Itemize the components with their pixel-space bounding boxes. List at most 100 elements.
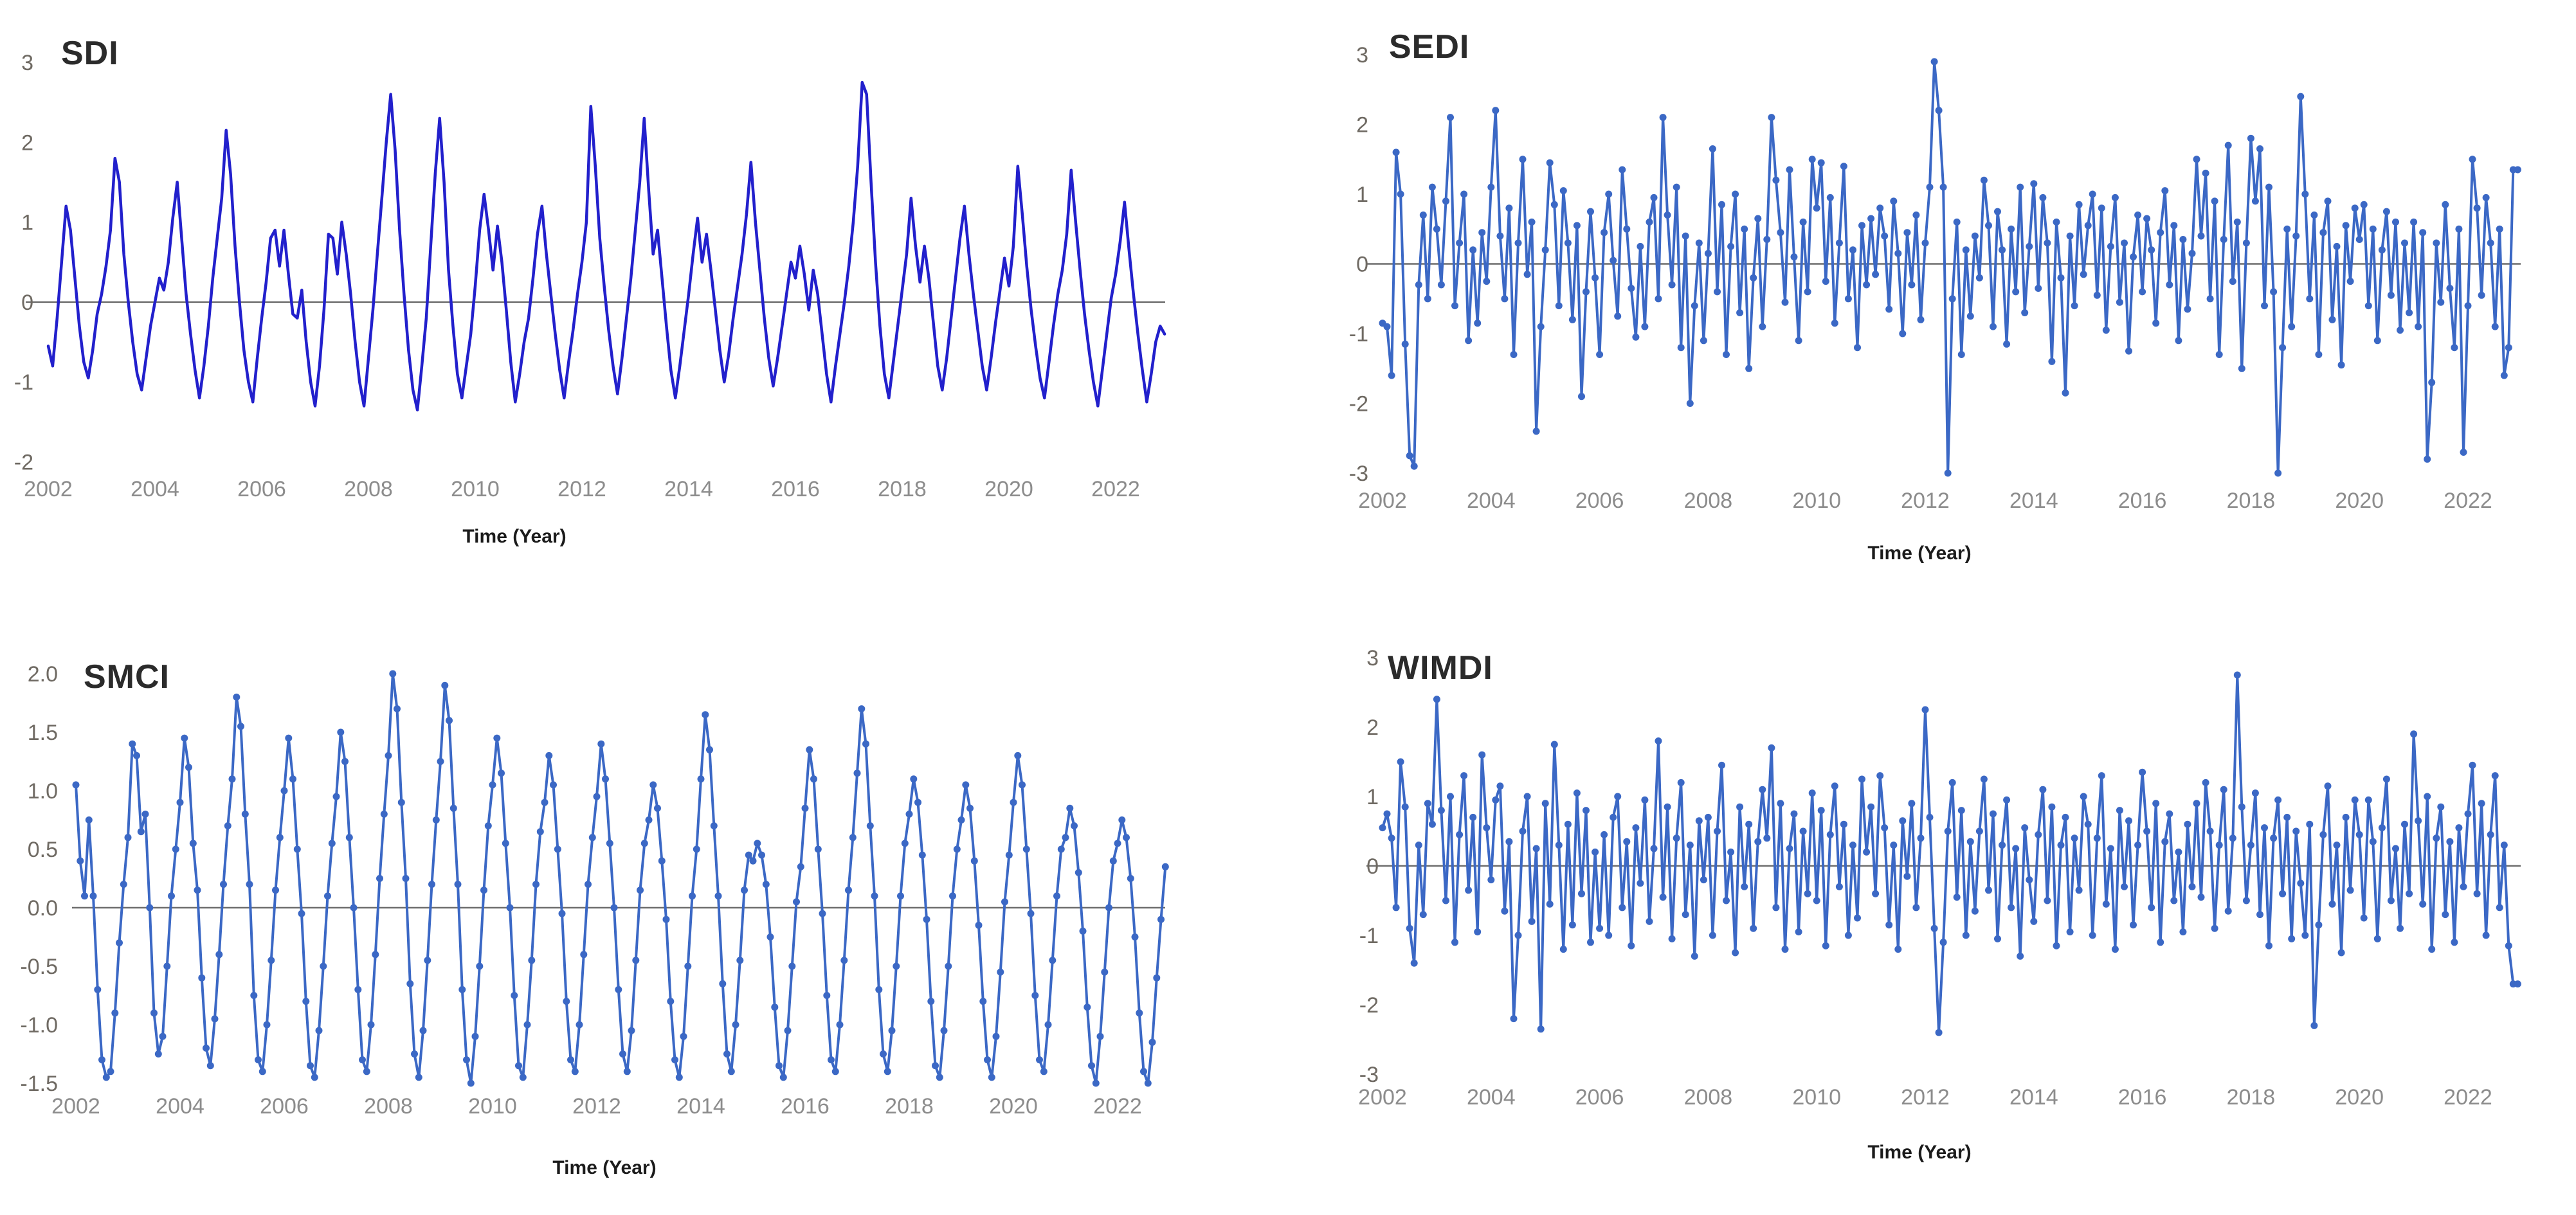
sedi-marker [2008, 225, 2015, 233]
sedi-marker [2455, 225, 2463, 233]
sedi-marker [2211, 197, 2218, 205]
sedi-marker [1682, 232, 1689, 240]
wimdi-marker [1605, 932, 1613, 939]
sedi-marker [2351, 204, 2359, 212]
smci-marker [432, 816, 440, 824]
sedi-xtick: 2004 [1467, 489, 1516, 513]
sdi-xtick: 2002 [24, 477, 73, 501]
smci-marker [1088, 1062, 1095, 1070]
wimdi-marker [2143, 827, 2151, 835]
sedi-marker [2157, 229, 2164, 237]
wimdi-marker [1908, 800, 1916, 807]
wimdi-marker [1759, 786, 1766, 793]
sedi-marker [1632, 333, 1640, 341]
smci-marker [502, 840, 509, 847]
sedi-marker [2251, 197, 2259, 205]
sdi-ytick: 0 [21, 291, 33, 315]
smci-marker [532, 881, 540, 888]
smci-marker [302, 998, 310, 1005]
sedi-xtick: 2008 [1684, 489, 1733, 513]
wimdi-marker [1532, 845, 1540, 852]
wimdi-marker [1397, 758, 1404, 766]
wimdi-marker [1863, 848, 1871, 856]
sedi-marker [2170, 222, 2178, 230]
sedi-marker [2505, 344, 2512, 352]
sedi-marker [1894, 249, 1902, 257]
wimdi-marker [2292, 827, 2300, 835]
sedi-marker [1903, 229, 1911, 237]
smci-marker [640, 840, 648, 847]
smci-marker [1131, 933, 1139, 941]
smci-marker [606, 840, 613, 847]
wimdi-marker [1804, 890, 1811, 897]
wimdi-ytick: 0 [1366, 854, 1379, 879]
wimdi-marker [2170, 897, 2178, 905]
sedi-marker [2401, 239, 2408, 247]
smci-marker [901, 840, 909, 847]
smci-marker [116, 939, 123, 947]
smci-marker [723, 1050, 730, 1058]
sedi-marker [2224, 141, 2232, 149]
smci-marker [1031, 992, 1039, 999]
wimdi-marker [1578, 890, 1585, 897]
wimdi-marker [2193, 800, 2200, 807]
sdi-xtick: 2020 [984, 477, 1033, 501]
sedi-marker [1641, 323, 1649, 330]
wimdi-marker [1826, 831, 1834, 838]
sedi-marker [2121, 239, 2128, 247]
smci-marker [853, 770, 861, 777]
smci-marker [1157, 915, 1165, 923]
smci-marker [602, 775, 609, 783]
sedi-marker [2306, 295, 2314, 303]
wimdi-marker [1442, 897, 1449, 905]
chart-sedi: SEDI 3 2 1 0 -1 -2 -3 2002 2004 2006 2008 2010 2012 2… [1318, 0, 2576, 611]
smci-marker [85, 816, 93, 824]
sdi-xtick: 2010 [451, 477, 500, 501]
smci-marker [263, 1021, 271, 1029]
wimdi-marker [1872, 890, 1880, 897]
wimdi-marker [1510, 1015, 1518, 1023]
smci-marker [550, 781, 557, 789]
sedi-marker [1840, 163, 1847, 170]
sedi-marker [1619, 166, 1626, 174]
sedi-marker [1921, 239, 1929, 247]
smci-marker [866, 822, 874, 830]
wimdi-marker [1700, 876, 1707, 884]
sedi-series-markers [1379, 58, 2521, 477]
wimdi-marker [2382, 775, 2390, 783]
smci-marker [259, 1068, 266, 1076]
wimdi-marker [2442, 911, 2449, 919]
sedi-marker [1523, 271, 1531, 278]
smci-marker [541, 798, 549, 806]
smci-marker [146, 904, 154, 912]
wimdi-marker [2415, 817, 2422, 825]
sedi-marker [1872, 271, 1880, 278]
wimdi-marker [1546, 900, 1554, 908]
wimdi-marker [1939, 939, 1947, 946]
wimdi-marker [1528, 917, 1536, 925]
sedi-marker [1456, 239, 1464, 247]
sedi-marker [2247, 134, 2254, 142]
sedi-marker [1474, 320, 1482, 327]
wimdi-marker [1881, 824, 1889, 832]
wimdi-marker [1437, 807, 1445, 815]
smci-marker [129, 740, 136, 748]
sedi-marker [1980, 176, 1988, 184]
wimdi-marker [1496, 782, 1504, 790]
smci-marker [332, 793, 340, 800]
wimdi-marker [2197, 894, 2205, 901]
smci-marker [1019, 781, 1026, 789]
smci-marker [1057, 845, 1065, 853]
sedi-marker [1388, 372, 1395, 379]
smci-marker [619, 1050, 626, 1058]
sedi-marker [2080, 271, 2087, 278]
smci-marker [667, 998, 675, 1005]
smci-xtick: 2006 [260, 1094, 309, 1119]
sedi-marker [1817, 159, 1825, 166]
sedi-marker [2206, 295, 2214, 303]
wimdi-marker [2089, 932, 2096, 939]
smci-marker [89, 892, 97, 900]
sedi-marker [2152, 320, 2160, 327]
smci-marker [536, 828, 544, 836]
wimdi-marker [2066, 928, 2074, 936]
